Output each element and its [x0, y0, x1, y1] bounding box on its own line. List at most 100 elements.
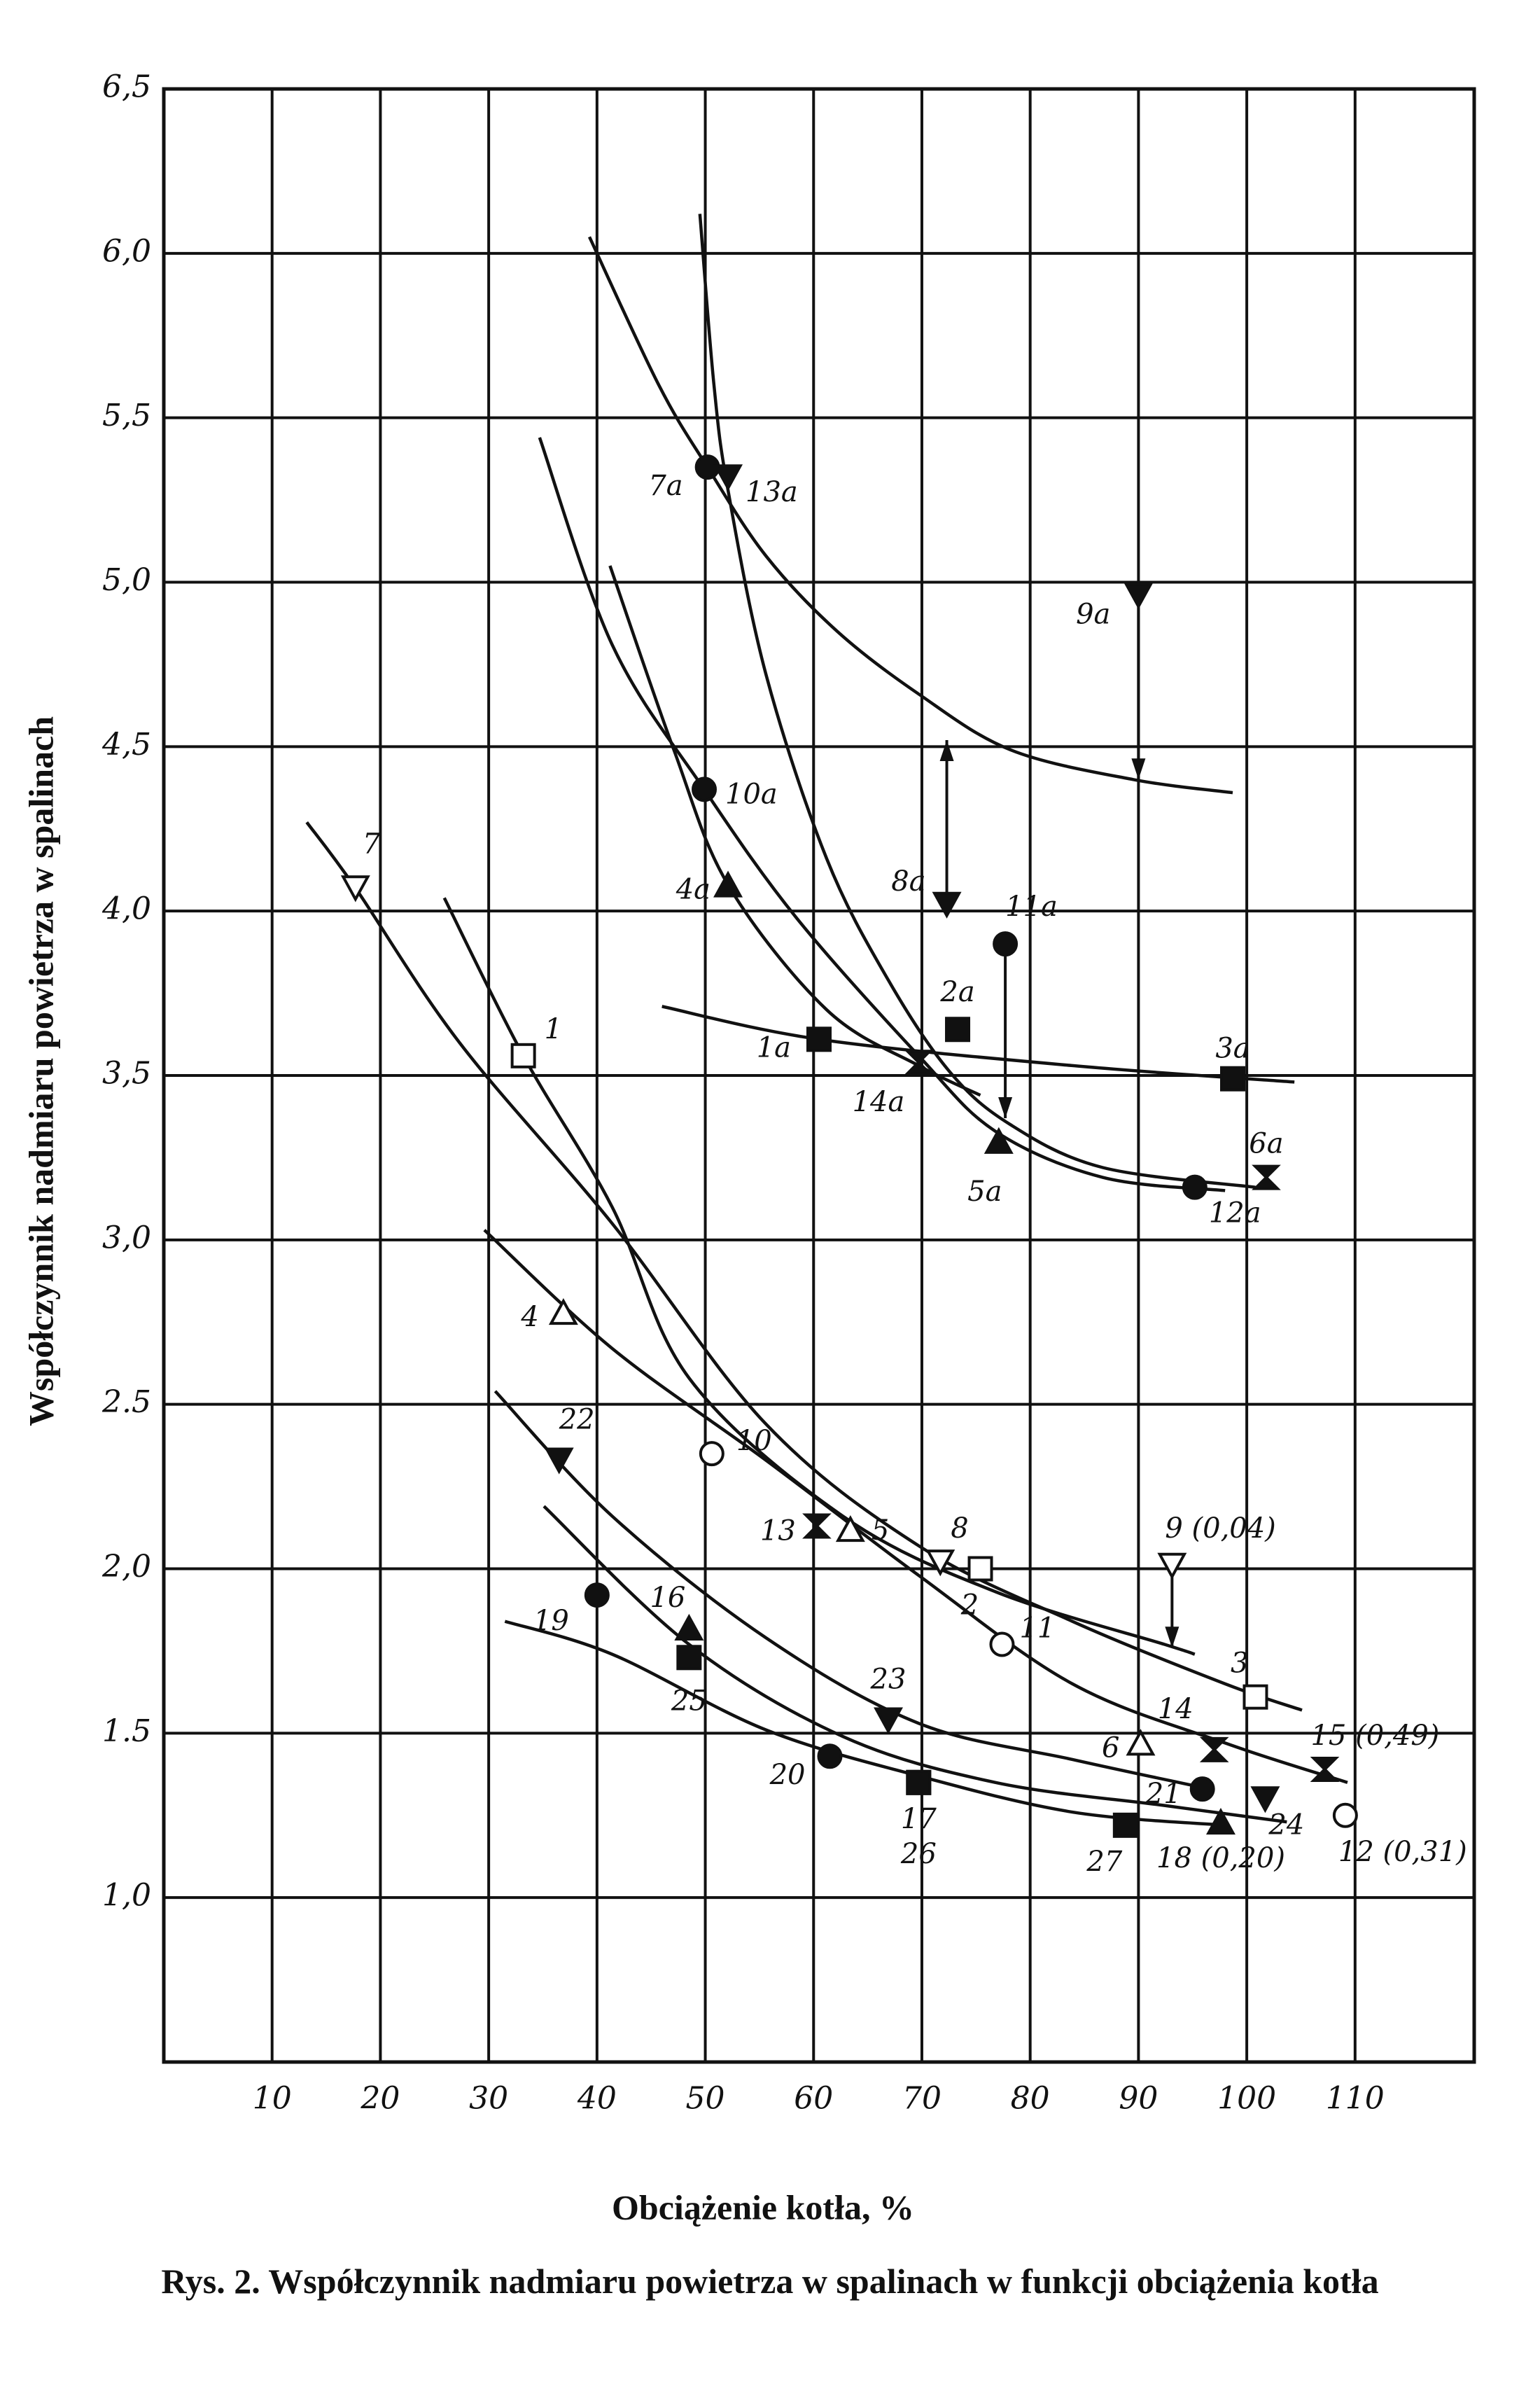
point-label: 18 (0,20)	[1156, 1842, 1285, 1874]
point-label: 1	[545, 1013, 562, 1045]
data-point	[584, 1582, 610, 1608]
point-label: 8	[951, 1512, 968, 1545]
data-point	[874, 1707, 903, 1734]
data-point	[1124, 583, 1154, 610]
data-point	[1332, 1802, 1358, 1828]
point-label: 26	[900, 1838, 937, 1870]
data-point	[967, 1556, 993, 1582]
data-point	[674, 1613, 704, 1641]
curve	[483, 1229, 1348, 1784]
x-tick-label: 110	[1326, 2081, 1385, 2117]
point-label: 11	[1019, 1613, 1055, 1645]
point-label: 1a	[757, 1031, 791, 1064]
curve	[442, 897, 1196, 1656]
point-label: 22	[559, 1404, 595, 1436]
data-point	[983, 1127, 1014, 1154]
data-point	[692, 776, 718, 802]
point-label: 16	[650, 1582, 685, 1614]
curve	[587, 236, 1233, 795]
point-label: 19	[533, 1605, 569, 1637]
data-point	[713, 870, 743, 898]
point-label: 12a	[1209, 1197, 1261, 1230]
point-label: 11a	[1005, 891, 1058, 923]
point-label: 5a	[967, 1176, 1002, 1208]
point-label: 5	[872, 1514, 889, 1547]
point-label: 2	[960, 1589, 979, 1622]
x-tick-label: 20	[360, 2081, 400, 2117]
data-point	[676, 1645, 702, 1671]
point-label: 13	[760, 1514, 796, 1547]
data-point	[713, 464, 743, 492]
y-tick-label: 3,5	[102, 1056, 151, 1092]
point-label: 14	[1158, 1693, 1194, 1725]
data-point	[1219, 1066, 1245, 1092]
point-label: 13a	[746, 476, 798, 508]
y-axis-label: Współczynnik nadmiaru powietrza w spalin…	[21, 716, 60, 1426]
data-point	[906, 1769, 932, 1795]
point-label: 4	[520, 1301, 538, 1333]
point-label: 9a	[1076, 598, 1110, 630]
y-tick-label: 2,0	[102, 1549, 151, 1584]
y-tick-label: 4,0	[102, 891, 151, 927]
data-point	[925, 1549, 955, 1577]
y-tick-label: 2.5	[102, 1384, 151, 1420]
point-label: 3	[1231, 1648, 1248, 1680]
point-label: 6	[1102, 1732, 1119, 1764]
curve	[493, 1390, 1210, 1791]
data-point	[699, 1441, 724, 1467]
point-label: 20	[769, 1759, 806, 1791]
point-label: 15 (0,49)	[1310, 1720, 1439, 1752]
point-label: 7a	[648, 470, 682, 502]
y-tick-label: 5,5	[102, 398, 151, 433]
arrow-head	[998, 1097, 1013, 1119]
point-label: 14a	[853, 1086, 905, 1118]
point-label: 10a	[725, 778, 778, 810]
x-tick-label: 100	[1217, 2081, 1276, 2117]
data-point	[1112, 1812, 1138, 1838]
curve	[542, 1505, 1287, 1824]
data-point	[904, 1050, 934, 1075]
x-tick-label: 90	[1119, 2081, 1158, 2117]
data-point	[993, 931, 1018, 957]
data-point	[1199, 1736, 1229, 1762]
y-tick-label: 6,5	[102, 69, 151, 105]
y-tick-label: 5,0	[102, 562, 151, 598]
chart: Obciążenie kotła, % Współczynnik nadmiar…	[21, 69, 1476, 2227]
data-point	[817, 1743, 843, 1769]
curve	[305, 821, 1303, 1712]
data-point	[1252, 1164, 1281, 1190]
data-point	[1310, 1756, 1340, 1782]
point-label: 8a	[891, 865, 925, 898]
x-tick-label: 10	[253, 2081, 292, 2117]
curve	[504, 1620, 1226, 1827]
point-label: 7	[363, 828, 381, 860]
point-label: 9 (0,04)	[1165, 1512, 1275, 1545]
arrow-head	[1165, 1627, 1180, 1648]
x-tick-label: 60	[794, 2081, 833, 2117]
point-label: 23	[870, 1664, 906, 1696]
data-point	[1189, 1776, 1215, 1802]
data-point	[932, 891, 962, 919]
curve	[538, 437, 1226, 1192]
x-tick-label: 30	[469, 2081, 508, 2117]
data-point	[1126, 1729, 1156, 1756]
x-axis-label: Obciążenie kotła, %	[612, 2187, 914, 2227]
data-point	[510, 1043, 536, 1068]
x-tick-label: 50	[686, 2081, 725, 2117]
data-point	[835, 1514, 865, 1542]
point-label: 4a	[676, 874, 710, 906]
y-tick-label: 1.5	[102, 1713, 151, 1749]
data-point	[1242, 1684, 1268, 1710]
x-tick-label: 80	[1011, 2081, 1050, 2117]
y-tick-label: 1,0	[102, 1878, 151, 1914]
data-point	[802, 1513, 832, 1539]
arrow-head	[939, 739, 954, 761]
x-tick-label: 70	[902, 2081, 941, 2117]
y-tick-label: 4,5	[102, 727, 151, 762]
x-tick-label: 40	[577, 2081, 617, 2117]
curve	[662, 1005, 1295, 1084]
point-label: 17	[901, 1803, 937, 1835]
y-tick-label: 6,0	[102, 233, 151, 269]
chart-title: Rys. 2. Współczynnik nadmiaru powietrza …	[161, 2262, 1379, 2301]
